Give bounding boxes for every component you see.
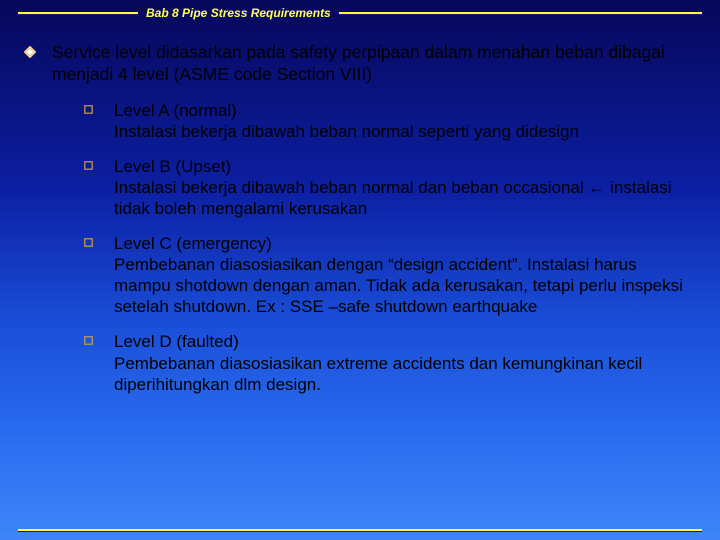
header-rule-right <box>339 12 702 15</box>
level-text: Level A (normal) Instalasi bekerja dibaw… <box>114 100 579 142</box>
list-item: Level A (normal) Instalasi bekerja dibaw… <box>84 100 684 142</box>
level-title: Level C (emergency) <box>114 234 272 253</box>
header-rule-left <box>18 12 138 15</box>
footer-rule <box>18 529 702 532</box>
level-body: Instalasi bekerja dibawah beban normal s… <box>114 122 579 141</box>
hollow-square-icon <box>84 233 114 247</box>
level-text: Level D (faulted) Pembebanan diasosiasik… <box>114 331 684 394</box>
list-item: Level D (faulted) Pembebanan diasosiasik… <box>84 331 684 394</box>
slide-content: Service level didasarkan pada safety per… <box>18 20 702 395</box>
slide-container: Bab 8 Pipe Stress Requirements Service l… <box>0 0 720 540</box>
level-body: Pembebanan diasosiasikan dengan “design … <box>114 255 683 316</box>
hollow-square-icon <box>84 156 114 170</box>
level-list: Level A (normal) Instalasi bekerja dibaw… <box>24 86 684 395</box>
level-body: Instalasi bekerja dibawah beban normal d… <box>114 178 672 218</box>
level-text: Level C (emergency) Pembebanan diasosias… <box>114 233 684 317</box>
slide-header-title: Bab 8 Pipe Stress Requirements <box>146 6 331 20</box>
level-title: Level B (Upset) <box>114 157 231 176</box>
level-body: Pembebanan diasosiasikan extreme acciden… <box>114 354 642 394</box>
hollow-square-icon <box>84 100 114 114</box>
main-bullet-text: Service level didasarkan pada safety per… <box>52 42 684 86</box>
level-title: Level A (normal) <box>114 101 237 120</box>
list-item: Level B (Upset) Instalasi bekerja dibawa… <box>84 156 684 219</box>
diamond-icon <box>24 42 52 58</box>
hollow-square-icon <box>84 331 114 345</box>
main-bullet-row: Service level didasarkan pada safety per… <box>24 42 684 86</box>
level-title: Level D (faulted) <box>114 332 239 351</box>
header-bar: Bab 8 Pipe Stress Requirements <box>18 0 702 20</box>
list-item: Level C (emergency) Pembebanan diasosias… <box>84 233 684 317</box>
level-text: Level B (Upset) Instalasi bekerja dibawa… <box>114 156 684 219</box>
